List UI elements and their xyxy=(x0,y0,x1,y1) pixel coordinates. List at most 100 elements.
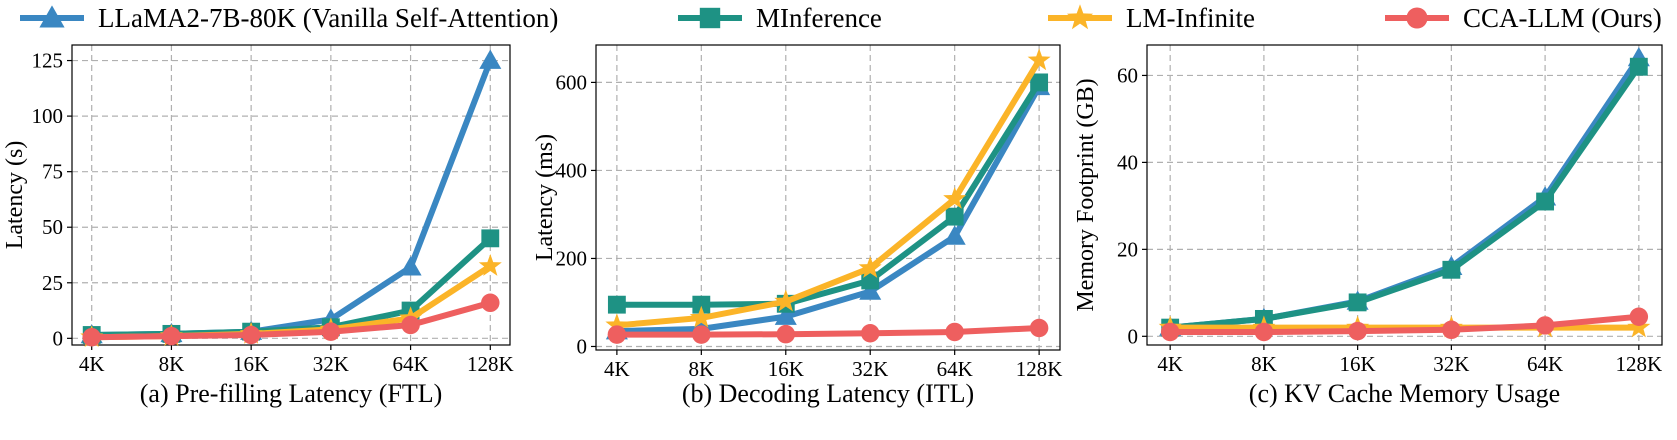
data-point xyxy=(1029,318,1049,338)
data-point xyxy=(1536,192,1555,211)
data-point xyxy=(945,322,964,342)
data-point xyxy=(859,280,882,300)
y-tick-label: 0 xyxy=(577,334,588,358)
data-point xyxy=(1627,315,1651,338)
data-point xyxy=(241,325,261,345)
series-line xyxy=(613,325,1043,338)
data-point xyxy=(774,289,798,312)
data-point xyxy=(774,305,797,325)
series-line xyxy=(613,57,1043,329)
y-tick-label: 100 xyxy=(32,104,64,128)
series-cca-llm-ours xyxy=(607,318,1049,344)
series-line xyxy=(88,299,494,341)
y-tick-label: 20 xyxy=(1117,237,1138,261)
x-tick-label: 4K xyxy=(79,352,105,376)
data-point xyxy=(1030,73,1049,92)
legend-label: MInference xyxy=(756,3,882,33)
x-axis: 4K 8K 16K 32K 64K 128K xyxy=(604,350,1062,381)
y-axis-label: Latency (s) xyxy=(2,141,28,250)
panel-caption: (a) Pre-filling Latency (FTL) xyxy=(140,379,443,408)
x-tick-label: 128K xyxy=(1016,357,1063,381)
panel-kv-cache-memory: 4K 8K 16K 32K 64K 128K 0 20 40 60 Memory Footprint… xyxy=(1073,44,1663,408)
data-point xyxy=(481,293,500,313)
legend-item-cca-llm-ours: CCA-LLM (Ours) xyxy=(1385,3,1662,33)
legend-marker-circle xyxy=(1406,7,1428,29)
y-tick-label: 75 xyxy=(42,160,63,184)
x-tick-label: 8K xyxy=(688,357,714,381)
plot-frame xyxy=(1146,44,1663,346)
y-tick-label: 0 xyxy=(1128,324,1139,348)
y-tick-label: 25 xyxy=(42,271,63,295)
legend: LLaMA2-7B-80K (Vanilla Self-Attention) MI… xyxy=(20,3,1662,33)
data-point xyxy=(945,207,964,226)
x-tick-label: 64K xyxy=(937,357,973,381)
panel-caption: (b) Decoding Latency (ITL) xyxy=(682,379,974,408)
data-point xyxy=(1629,307,1649,326)
x-tick-label: 8K xyxy=(159,352,185,376)
series-line xyxy=(1167,63,1642,331)
x-tick-label: 16K xyxy=(768,357,804,381)
y-tick-label: 60 xyxy=(1117,63,1138,87)
x-tick-label: 32K xyxy=(313,352,349,376)
series-lm-infinite xyxy=(605,48,1051,336)
legend-item-lm-infinite: LM-Infinite xyxy=(1048,3,1255,33)
x-tick-label: 4K xyxy=(604,357,630,381)
data-point xyxy=(858,256,882,278)
data-point xyxy=(776,324,796,344)
y-tick-label: 125 xyxy=(32,49,64,73)
x-tick-label: 64K xyxy=(1527,352,1563,376)
series-llama2-7b-80k-vanilla-self-attention xyxy=(1159,47,1650,336)
y-tick-label: 400 xyxy=(556,158,588,182)
data-point xyxy=(607,325,627,344)
series-line xyxy=(613,83,1043,335)
panel-prefilling-latency: 4K 8K 16K 32K 64K 128K 0 25 50 75 100 125 Latency (s… xyxy=(2,44,514,408)
y-axis-label: Memory Footprint (GB) xyxy=(1073,78,1099,311)
series-line xyxy=(1167,313,1642,335)
x-tick-label: 128K xyxy=(1615,352,1662,376)
data-point xyxy=(605,313,629,336)
grid xyxy=(72,45,510,345)
x-tick-label: 16K xyxy=(233,352,269,376)
data-point xyxy=(692,295,711,314)
y-axis: 0 200 400 600 xyxy=(556,70,596,358)
data-point xyxy=(399,256,422,276)
data-point xyxy=(1348,321,1367,341)
data-point xyxy=(1442,260,1461,279)
data-point xyxy=(479,49,502,69)
data-point xyxy=(82,327,101,347)
y-tick-label: 50 xyxy=(42,215,63,239)
x-axis: 4K 8K 16K 32K 64K 128K xyxy=(1157,345,1662,376)
series-minference xyxy=(1161,57,1648,337)
legend-label: LM-Infinite xyxy=(1126,3,1255,33)
plot-frame xyxy=(595,44,1061,351)
data-point xyxy=(692,325,711,344)
plot-frame xyxy=(71,44,511,346)
y-axis: 0 20 40 60 xyxy=(1117,63,1147,348)
legend-marker-star xyxy=(1066,4,1094,30)
data-point xyxy=(607,295,626,314)
data-point xyxy=(1442,320,1461,340)
series-cca-llm-ours xyxy=(82,293,500,347)
y-tick-label: 40 xyxy=(1117,150,1138,174)
y-tick-label: 600 xyxy=(556,70,588,94)
x-tick-label: 128K xyxy=(467,352,514,376)
data-point xyxy=(861,271,880,290)
legend-marker-square xyxy=(699,7,721,29)
series-cca-llm-ours xyxy=(1160,307,1649,342)
series-minference xyxy=(82,229,500,344)
panel-caption: (c) KV Cache Memory Usage xyxy=(1249,379,1560,408)
series-llama2-7b-80k-vanilla-self-attention xyxy=(605,75,1051,340)
data-point xyxy=(943,187,967,209)
data-point xyxy=(481,229,500,248)
series-line xyxy=(613,79,1043,308)
legend-label: LLaMA2-7B-80K (Vanilla Self-Attention) xyxy=(98,3,558,33)
x-axis: 4K 8K 16K 32K 64K 128K xyxy=(79,345,514,376)
panel-decoding-latency: 4K 8K 16K 32K 64K 128K 0 200 400 600 Latency (ms) (… xyxy=(532,44,1062,408)
x-tick-label: 4K xyxy=(1157,352,1183,376)
data-point xyxy=(1027,48,1051,71)
data-point xyxy=(478,254,502,276)
x-tick-label: 16K xyxy=(1340,352,1376,376)
data-point xyxy=(1348,293,1367,312)
y-axis: 0 25 50 75 100 125 xyxy=(32,49,72,350)
